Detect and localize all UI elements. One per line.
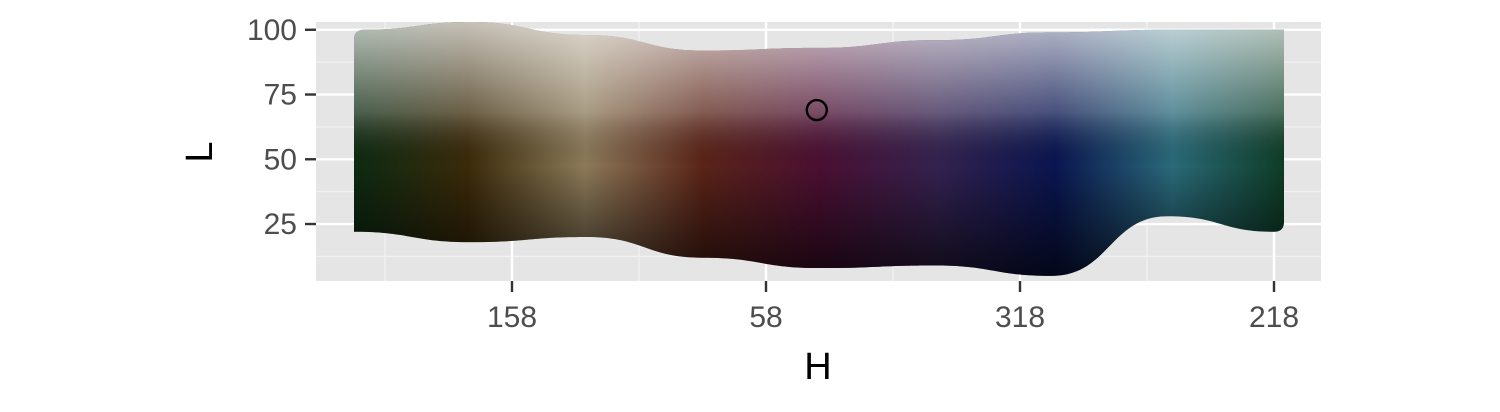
y-tick-label: 50 bbox=[264, 143, 297, 176]
y-tick-label: 75 bbox=[264, 79, 297, 112]
x-axis: 158 58 318 218 bbox=[487, 281, 1299, 334]
y-tick-label: 25 bbox=[264, 208, 297, 241]
x-tick-label: 58 bbox=[749, 301, 782, 334]
x-axis-title: H bbox=[804, 346, 831, 388]
y-axis-title: L bbox=[179, 141, 221, 162]
x-tick-label: 158 bbox=[487, 301, 537, 334]
y-axis: 25 50 75 100 bbox=[247, 14, 316, 241]
x-tick-label: 318 bbox=[995, 301, 1045, 334]
x-tick-label: 218 bbox=[1249, 301, 1299, 334]
data-points bbox=[805, 98, 828, 122]
data-point bbox=[805, 98, 828, 122]
y-tick-label: 100 bbox=[247, 14, 297, 47]
